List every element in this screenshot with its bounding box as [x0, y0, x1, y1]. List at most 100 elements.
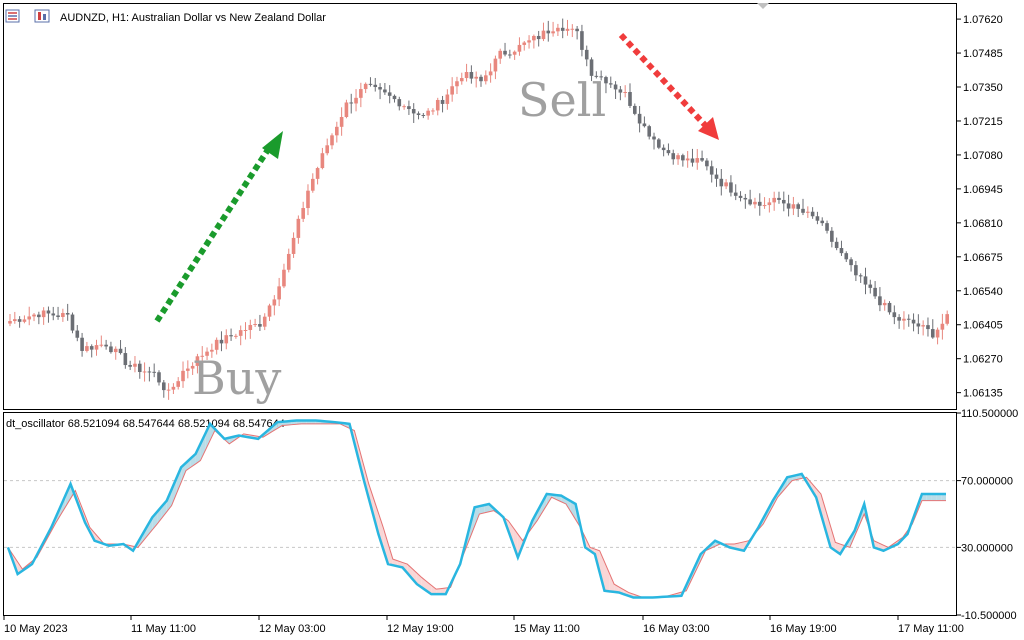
candle [176, 377, 181, 390]
candle-body [488, 71, 493, 76]
candle-body [397, 99, 402, 107]
candle [695, 149, 700, 170]
candle [897, 314, 901, 329]
candle-body [714, 174, 719, 179]
candle-body [426, 110, 430, 116]
osc-fill-segment [513, 527, 518, 558]
candle-body [75, 330, 80, 338]
candle [262, 313, 267, 331]
candle-body [161, 382, 166, 391]
candle-body [152, 371, 156, 373]
candle-body [142, 371, 147, 373]
candle-body [493, 58, 498, 72]
chart-list-icon[interactable] [5, 9, 20, 23]
candle [75, 325, 80, 342]
candle [123, 347, 128, 369]
osc-fill-segment [176, 467, 182, 494]
osc-tick-label: 70.000000 [961, 476, 1013, 488]
osc-fill-segment [941, 493, 946, 501]
candle [359, 82, 363, 108]
candle-body [724, 182, 728, 187]
candle-body [599, 76, 603, 78]
candle-body [8, 321, 12, 324]
osc-fill-segment [474, 506, 480, 527]
candle-body [584, 49, 589, 60]
candle [402, 104, 406, 110]
candle [181, 361, 185, 388]
candle-body [137, 363, 142, 372]
candle-body [632, 105, 637, 114]
price-tick-label: 1.06405 [963, 320, 1003, 332]
candle [599, 70, 603, 81]
price-axis: 1.07620 1.07485 1.07350 1.07215 1.07080 1.069… [956, 14, 1003, 400]
candle [469, 65, 474, 84]
candle-body [65, 313, 70, 315]
candle [570, 24, 575, 38]
candle-body [556, 27, 560, 32]
candle [32, 313, 36, 322]
candle-body [181, 370, 185, 382]
candle [118, 340, 123, 355]
candle [325, 138, 330, 156]
candle-body [479, 76, 483, 82]
candle-body [262, 316, 267, 327]
candle [825, 220, 829, 234]
osc-fill-segment [190, 453, 196, 468]
candle-body [498, 50, 503, 59]
price-tick-label: 1.06810 [963, 218, 1003, 230]
oscillator-lines [6, 419, 946, 599]
candle [435, 97, 440, 116]
oscillator-title: dt_oscillator 68.521094 68.547644 68.521… [6, 418, 285, 430]
osc-fill-segment [921, 493, 927, 501]
candle-body [791, 204, 796, 209]
candle-body [786, 203, 791, 209]
candle-body [27, 316, 32, 320]
osc-fill-segment [431, 585, 437, 595]
candle [431, 108, 435, 115]
candle-body [945, 314, 949, 324]
candle [440, 95, 445, 113]
candle [834, 237, 839, 251]
candle-body [681, 155, 685, 161]
candle [536, 30, 541, 47]
candle [522, 40, 527, 51]
candle-body [363, 83, 368, 90]
candle-body [623, 92, 627, 94]
osc-fill-segment [171, 478, 177, 506]
candle-body [757, 201, 762, 206]
candle-body [171, 386, 176, 390]
candle [13, 311, 17, 324]
time-tick-label: 10 May 2023 [4, 623, 68, 635]
candle-body [830, 230, 834, 242]
chart-shift-marker[interactable] [757, 3, 769, 9]
candle [858, 273, 863, 283]
candle [733, 184, 738, 201]
candle [584, 45, 589, 67]
candle-body [522, 42, 527, 45]
candle [89, 344, 94, 358]
candle-body [839, 248, 844, 254]
candle [488, 63, 493, 83]
candle-body [41, 310, 46, 318]
candle-body [17, 319, 22, 322]
candle [291, 232, 296, 258]
candle-body [849, 259, 853, 266]
price-tick-label: 1.06540 [963, 286, 1003, 298]
signal-line [7, 423, 946, 598]
candle [128, 360, 132, 371]
candle [109, 341, 113, 354]
candle-body [825, 223, 829, 231]
candle [657, 138, 661, 150]
osc-fill-segment [926, 493, 932, 501]
candle [719, 169, 724, 196]
candle-body [652, 136, 656, 140]
price-panel[interactable] [3, 3, 957, 410]
candle [392, 94, 397, 103]
candle-body [503, 50, 507, 55]
candle [142, 362, 147, 382]
chart-type-icon[interactable] [34, 9, 50, 23]
candle-body [243, 329, 248, 331]
candle [373, 77, 378, 92]
candle [767, 198, 772, 213]
candle [700, 150, 704, 162]
